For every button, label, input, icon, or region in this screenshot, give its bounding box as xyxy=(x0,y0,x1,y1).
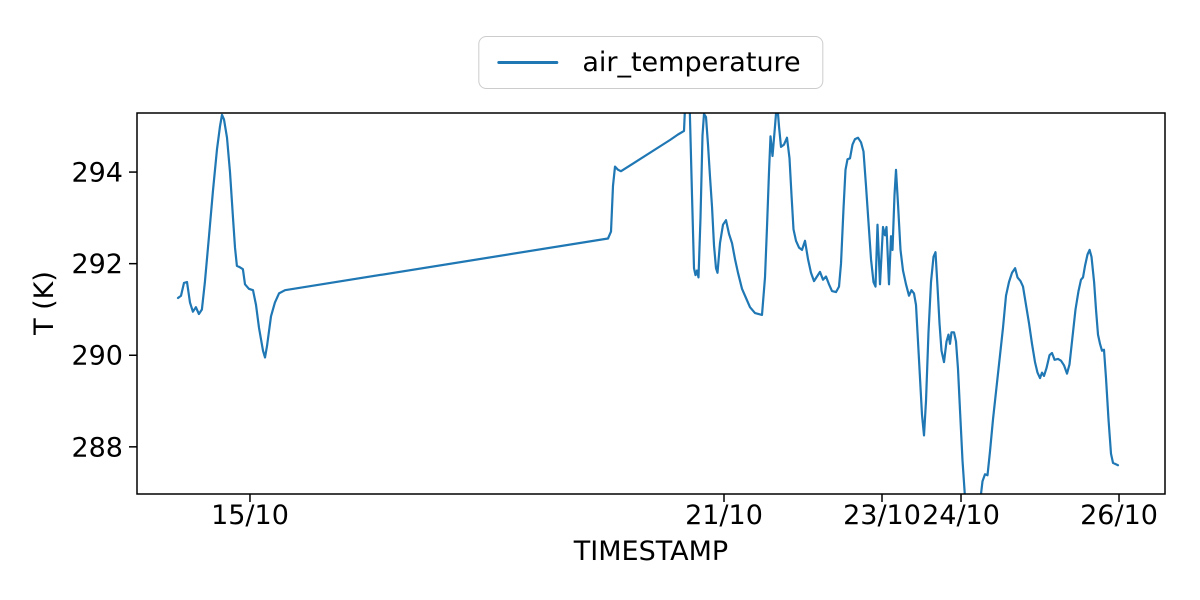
x-tick-label: 24/10 xyxy=(922,500,1000,531)
x-tick-label: 15/10 xyxy=(211,500,289,531)
legend: air_temperature xyxy=(478,36,824,89)
y-axis: 288 290 292 294 xyxy=(71,158,137,463)
x-tick-label: 21/10 xyxy=(685,500,763,531)
plot-border xyxy=(136,112,1166,495)
x-axis-label: TIMESTAMP xyxy=(573,536,728,567)
y-tick-label: 292 xyxy=(71,249,123,280)
x-axis: 15/10 21/10 23/10 24/10 26/10 xyxy=(211,494,1158,531)
y-tick-label: 288 xyxy=(71,432,123,463)
x-tick-label: 23/10 xyxy=(843,500,921,531)
temperature-line xyxy=(176,113,1120,494)
y-tick-label: 290 xyxy=(71,341,123,372)
y-tick-label: 294 xyxy=(71,158,123,189)
x-tick-label: 26/10 xyxy=(1080,500,1158,531)
legend-line-sample xyxy=(497,61,559,64)
y-axis-label: T (K) xyxy=(29,271,60,336)
legend-label: air_temperature xyxy=(582,47,801,78)
